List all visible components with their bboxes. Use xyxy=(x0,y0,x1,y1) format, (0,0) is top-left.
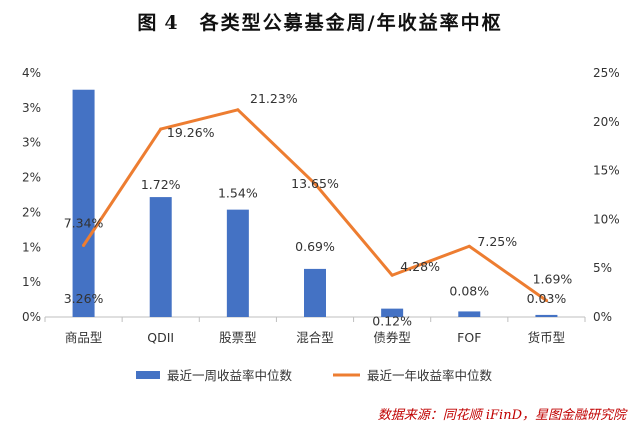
bar xyxy=(535,314,558,317)
right-tick-label: 0% xyxy=(593,310,612,324)
bar-value-label: 0.12% xyxy=(372,314,412,329)
category-label: 商品型 xyxy=(65,330,103,345)
bar xyxy=(149,197,172,317)
figure-title: 图 4 各类型公募基金周/年收益率中枢 xyxy=(0,8,640,35)
data-labels: 3.26% 1.72% 1.54% 0.69% 0.12% 0.08% 0.03% 7.34%… xyxy=(64,91,573,329)
bar-value-label: 0.69% xyxy=(295,239,335,254)
line-point xyxy=(313,182,317,186)
line-point xyxy=(159,127,163,131)
left-tick-label: 3% xyxy=(22,136,41,150)
right-tick-label: 5% xyxy=(593,261,612,275)
line-point xyxy=(467,244,471,248)
left-tick-label: 4% xyxy=(22,66,41,80)
line-point xyxy=(236,108,240,112)
line-point xyxy=(82,243,86,247)
line-point xyxy=(390,273,394,277)
bar xyxy=(304,268,326,317)
bar-value-label: 3.26% xyxy=(64,291,104,306)
line-value-label: 21.23% xyxy=(250,91,298,106)
right-tick-label: 25% xyxy=(593,66,620,80)
bar xyxy=(458,311,481,317)
figure-title-text: 各类型公募基金周/年收益率中枢 xyxy=(199,12,503,34)
category-label: 混合型 xyxy=(296,330,334,345)
left-tick-label: 1% xyxy=(22,240,41,254)
line-value-label: 1.69% xyxy=(533,272,573,287)
bar xyxy=(381,308,404,317)
bar-value-label: 1.72% xyxy=(141,177,181,192)
category-label: 债券型 xyxy=(373,330,411,345)
line-value-label: 7.34% xyxy=(64,215,104,230)
right-tick-label: 20% xyxy=(593,115,620,129)
bar xyxy=(226,209,249,317)
line-series xyxy=(82,108,548,303)
line-value-label: 7.25% xyxy=(477,234,517,249)
line-value-label: 13.65% xyxy=(291,176,339,191)
figure-number: 4 xyxy=(164,12,180,34)
figure-label: 图 xyxy=(137,12,159,34)
bar xyxy=(72,89,95,317)
bar-value-label: 0.03% xyxy=(527,291,567,306)
bar-value-label: 0.08% xyxy=(449,283,489,298)
left-tick-label: 1% xyxy=(22,275,41,289)
line-value-label: 19.26% xyxy=(167,125,215,140)
category-label: FOF xyxy=(457,330,481,345)
line-point xyxy=(544,299,548,303)
category-label: QDII xyxy=(147,330,174,345)
right-tick-label: 10% xyxy=(593,212,620,226)
line-value-label: 4.28% xyxy=(400,259,440,274)
left-tick-label: 0% xyxy=(22,310,41,324)
left-tick-label: 2% xyxy=(22,205,41,219)
bar-series xyxy=(72,89,558,317)
right-tick-label: 15% xyxy=(593,164,620,178)
category-label: 股票型 xyxy=(219,330,257,345)
legend: 最近一周收益率中位数 最近一年收益率中位数 xyxy=(136,368,493,383)
legend-swatch-bar xyxy=(136,371,160,379)
legend-label-line: 最近一年收益率中位数 xyxy=(367,368,493,383)
left-tick-label: 3% xyxy=(22,101,41,115)
source-note: 数据来源：同花顺 iFinD，星图金融研究院 xyxy=(377,408,626,423)
legend-label-bar: 最近一周收益率中位数 xyxy=(167,368,293,383)
bar-value-label: 1.54% xyxy=(218,186,258,201)
category-label: 货币型 xyxy=(528,330,566,345)
left-tick-label: 2% xyxy=(22,171,41,185)
